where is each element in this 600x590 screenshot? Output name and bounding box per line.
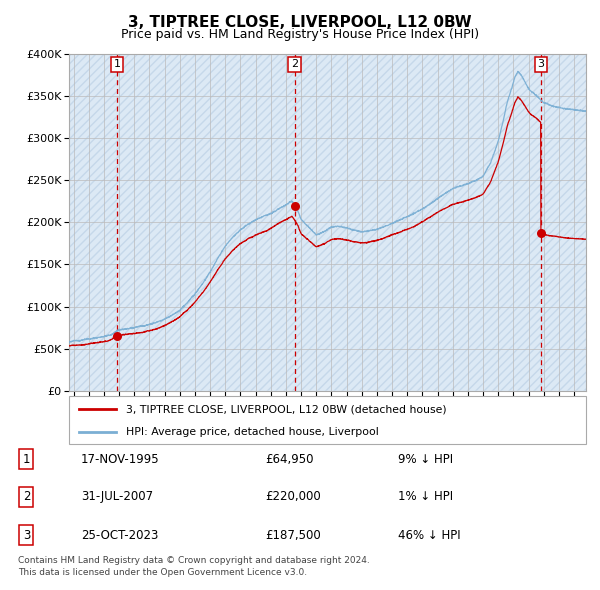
Text: Price paid vs. HM Land Registry's House Price Index (HPI): Price paid vs. HM Land Registry's House … — [121, 28, 479, 41]
Text: 46% ↓ HPI: 46% ↓ HPI — [398, 529, 461, 542]
Text: 3: 3 — [538, 60, 544, 70]
Text: 1: 1 — [23, 453, 30, 466]
Text: 3, TIPTREE CLOSE, LIVERPOOL, L12 0BW: 3, TIPTREE CLOSE, LIVERPOOL, L12 0BW — [128, 15, 472, 30]
Text: 1: 1 — [114, 60, 121, 70]
Text: £64,950: £64,950 — [265, 453, 314, 466]
Text: £220,000: £220,000 — [265, 490, 321, 503]
Text: HPI: Average price, detached house, Liverpool: HPI: Average price, detached house, Live… — [126, 427, 379, 437]
FancyBboxPatch shape — [69, 396, 586, 444]
Text: 3, TIPTREE CLOSE, LIVERPOOL, L12 0BW (detached house): 3, TIPTREE CLOSE, LIVERPOOL, L12 0BW (de… — [126, 404, 446, 414]
Text: 1% ↓ HPI: 1% ↓ HPI — [398, 490, 453, 503]
Text: 17-NOV-1995: 17-NOV-1995 — [81, 453, 160, 466]
Text: 25-OCT-2023: 25-OCT-2023 — [81, 529, 158, 542]
Text: £187,500: £187,500 — [265, 529, 321, 542]
Text: Contains HM Land Registry data © Crown copyright and database right 2024.
This d: Contains HM Land Registry data © Crown c… — [18, 556, 370, 576]
Text: 2: 2 — [291, 60, 298, 70]
Text: 3: 3 — [23, 529, 30, 542]
Text: 2: 2 — [23, 490, 30, 503]
Text: 31-JUL-2007: 31-JUL-2007 — [81, 490, 153, 503]
Text: 9% ↓ HPI: 9% ↓ HPI — [398, 453, 453, 466]
